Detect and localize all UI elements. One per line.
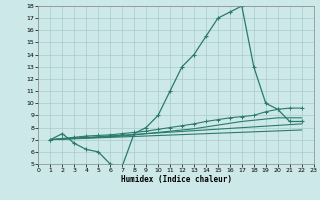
X-axis label: Humidex (Indice chaleur): Humidex (Indice chaleur): [121, 175, 231, 184]
